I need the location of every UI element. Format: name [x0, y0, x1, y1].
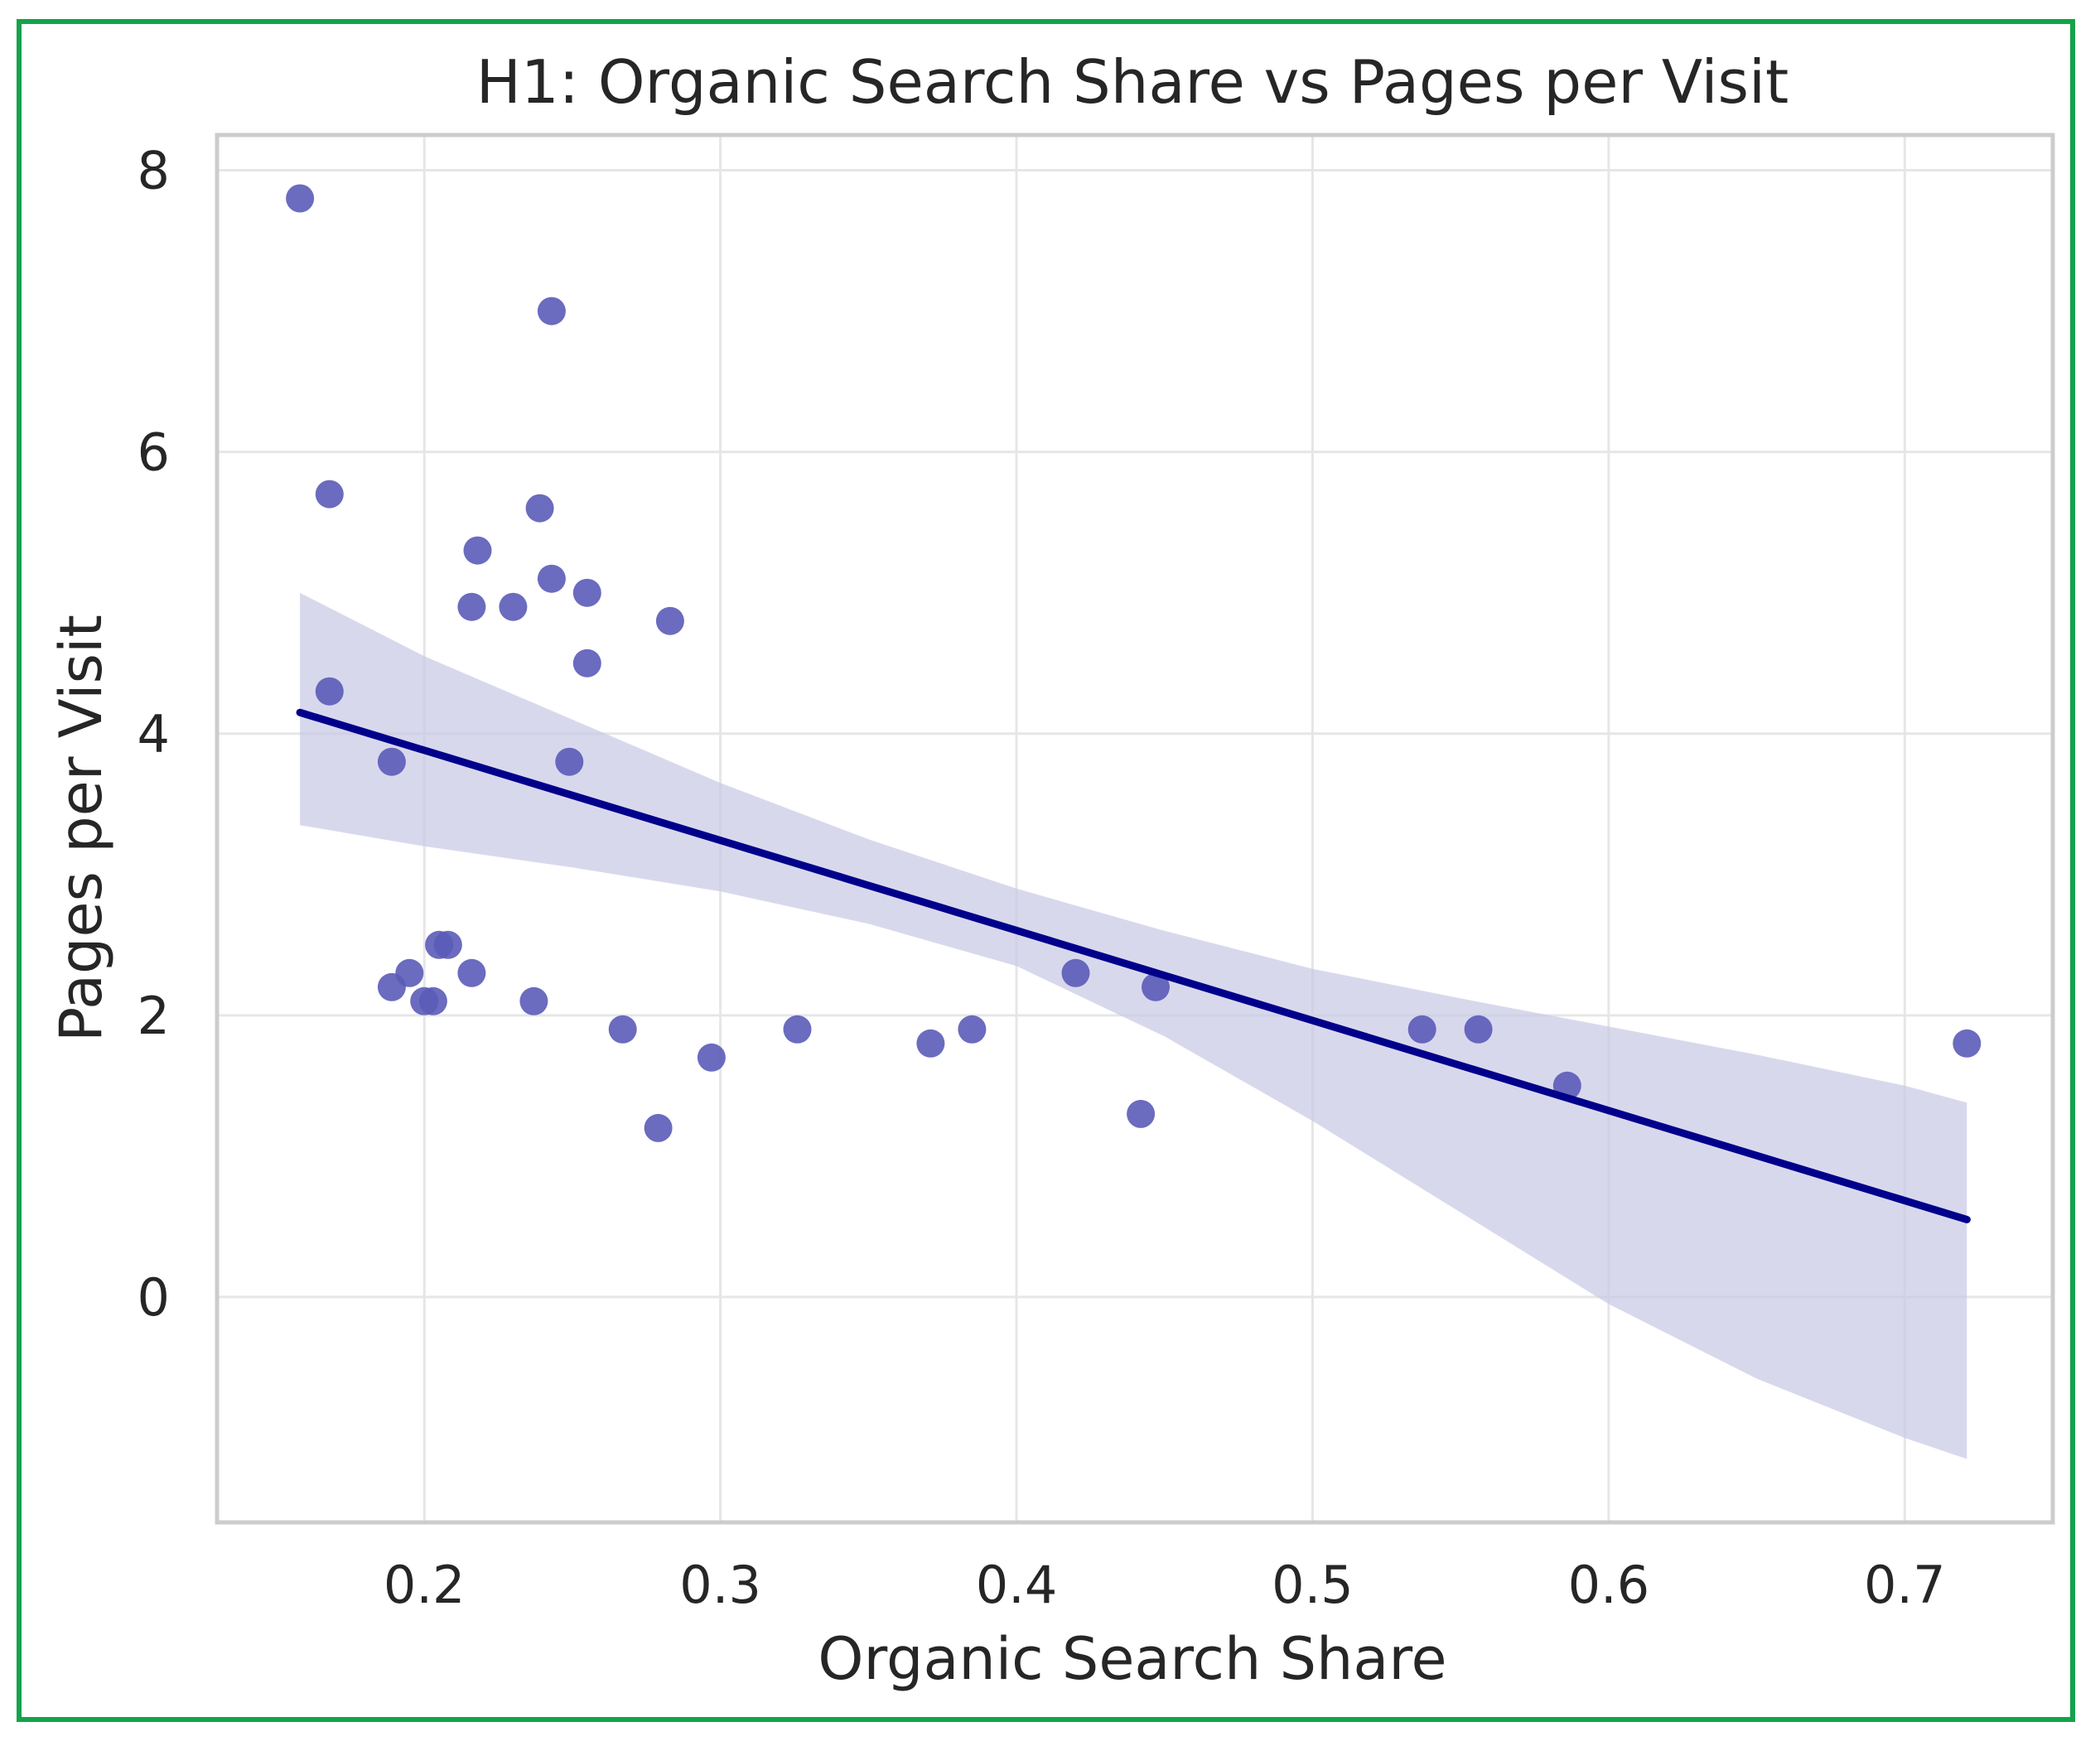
- data-point: [916, 1029, 945, 1058]
- regression-line-layer: [296, 708, 1971, 1223]
- data-point: [457, 592, 486, 621]
- data-point: [572, 578, 601, 607]
- y-tick-label: 4: [138, 704, 170, 764]
- data-point: [537, 564, 566, 593]
- confidence-band: [300, 592, 1967, 1459]
- data-point: [457, 958, 486, 987]
- data-point: [958, 1015, 987, 1044]
- data-point: [286, 184, 315, 213]
- data-point: [519, 986, 548, 1015]
- data-point: [418, 986, 447, 1015]
- data-point: [1127, 1099, 1156, 1128]
- chart-title: H1: Organic Search Share vs Pages per Vi…: [476, 47, 1789, 117]
- data-point: [1953, 1029, 1982, 1058]
- data-point: [537, 297, 566, 326]
- y-tick-label: 8: [138, 141, 170, 201]
- data-point: [377, 747, 406, 776]
- x-tick-label: 0.7: [1864, 1555, 1946, 1615]
- data-point: [572, 649, 601, 678]
- x-tick-label: 0.2: [384, 1555, 466, 1615]
- data-point: [463, 536, 492, 565]
- axes-spines: [215, 133, 2055, 1525]
- data-point: [655, 606, 684, 635]
- y-tick-label: 6: [138, 422, 170, 483]
- data-point: [433, 930, 462, 959]
- data-point: [1464, 1015, 1493, 1044]
- data-point: [1061, 958, 1090, 987]
- data-point: [555, 747, 584, 776]
- y-tick-label: 2: [138, 986, 170, 1046]
- data-point: [644, 1113, 673, 1142]
- x-tick-labels: 0.2 0.3 0.4 0.5 0.6 0.7: [384, 1555, 1946, 1615]
- x-tick-label: 0.6: [1568, 1555, 1650, 1615]
- data-point: [1142, 972, 1170, 1001]
- y-axis-label: Pages per Visit: [47, 615, 115, 1042]
- y-tick-labels: 0 2 4 6 8: [138, 141, 170, 1328]
- data-point: [525, 494, 554, 523]
- scatter-points: [286, 184, 1982, 1142]
- x-tick-label: 0.5: [1272, 1555, 1354, 1615]
- data-point: [377, 972, 406, 1001]
- plot-area-border: [215, 133, 2055, 1525]
- x-tick-label: 0.4: [976, 1555, 1058, 1615]
- data-point: [697, 1043, 726, 1072]
- data-point: [608, 1015, 637, 1044]
- x-axis-label: Organic Search Share: [818, 1625, 1446, 1693]
- confidence-band-layer: [300, 592, 1967, 1459]
- data-point: [783, 1015, 812, 1044]
- data-point: [315, 480, 344, 509]
- data-point: [315, 677, 344, 706]
- x-tick-label: 0.3: [679, 1555, 761, 1615]
- chart-frame: [17, 19, 2075, 1722]
- data-point: [1407, 1015, 1436, 1044]
- data-point: [499, 592, 528, 621]
- regression-line: [296, 708, 1971, 1223]
- y-tick-label: 0: [138, 1267, 170, 1328]
